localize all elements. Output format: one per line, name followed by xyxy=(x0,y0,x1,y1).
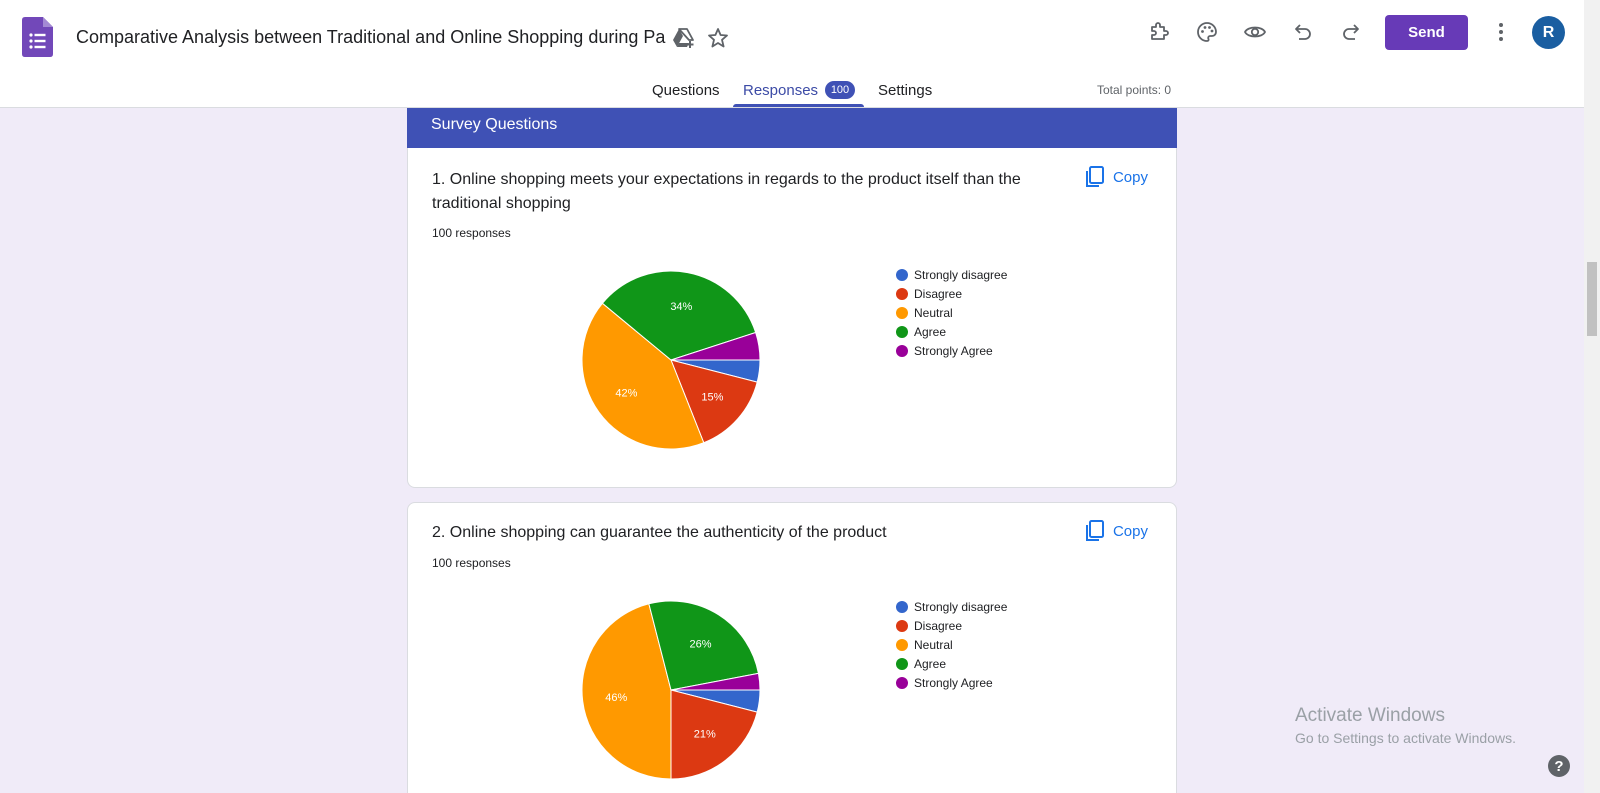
legend-label: Strongly Agree xyxy=(914,343,993,358)
legend-label: Agree xyxy=(914,324,947,339)
addon-icon[interactable] xyxy=(1147,20,1171,44)
legend-swatch xyxy=(896,268,908,281)
forms-app-icon[interactable] xyxy=(22,17,53,57)
send-button[interactable]: Send xyxy=(1385,15,1468,50)
pie-data-label: 34% xyxy=(670,301,692,313)
question-title: 1. Online shopping meets your expectatio… xyxy=(432,171,1021,212)
top-bar: Comparative Analysis between Traditional… xyxy=(0,0,1584,108)
pie-slice-neutral xyxy=(581,302,705,450)
chart-legend-2: Strongly disagree Disagree Neutral Agree Str… xyxy=(896,597,1007,692)
legend-swatch xyxy=(896,287,908,300)
watermark-title: Activate Windows xyxy=(1295,705,1445,726)
legend-swatch xyxy=(896,638,908,651)
pie-slice-agree xyxy=(601,270,757,361)
legend-swatch xyxy=(896,619,908,632)
legend-item: Disagree xyxy=(896,616,1007,635)
legend-label: Strongly disagree xyxy=(914,267,1008,282)
undo-icon[interactable] xyxy=(1291,20,1315,44)
copy-label: Copy xyxy=(1112,168,1148,186)
legend-label: Neutral xyxy=(914,305,953,320)
question-title: 2. Online shopping can guarantee the aut… xyxy=(432,524,887,541)
help-icon[interactable]: ? xyxy=(1548,755,1570,777)
tab-settings[interactable]: Settings xyxy=(878,82,933,99)
legend-item: Disagree xyxy=(896,284,1007,303)
pie-data-label: 15% xyxy=(701,391,723,403)
responses-count-badge: 100 xyxy=(825,81,855,99)
pie-slice-neutral xyxy=(581,603,672,780)
pie-slice-disagree xyxy=(670,689,758,780)
tab-responses[interactable]: Responses xyxy=(743,82,819,99)
question-card-2: 2. Online shopping can guarantee the aut… xyxy=(407,502,1177,793)
legend-swatch xyxy=(896,306,908,319)
response-count: 100 responses xyxy=(432,226,511,240)
question-card-1: 1. Online shopping meets your expectatio… xyxy=(407,148,1177,488)
legend-label: Disagree xyxy=(914,618,963,633)
legend-label: Disagree xyxy=(914,286,963,301)
move-to-drive-icon[interactable] xyxy=(671,26,695,50)
pie-slice-disagree xyxy=(670,359,758,444)
legend-item: Neutral xyxy=(896,635,1007,654)
redo-icon[interactable] xyxy=(1339,20,1363,44)
avatar[interactable]: R xyxy=(1532,16,1565,49)
legend-label: Strongly Agree xyxy=(914,675,993,690)
active-tab-indicator xyxy=(733,104,864,107)
pie-chart-1: 15% 42% 34% xyxy=(581,270,761,450)
tab-questions[interactable]: Questions xyxy=(652,82,720,99)
pie-data-label: 42% xyxy=(615,387,637,399)
pie-data-label: 21% xyxy=(694,729,716,741)
legend-label: Strongly disagree xyxy=(914,599,1008,614)
legend-item: Strongly Agree xyxy=(896,341,1007,360)
pie-slice-agree xyxy=(648,600,760,691)
pie-slice-strongly-agree xyxy=(670,331,761,361)
legend-item: Strongly disagree xyxy=(896,265,1007,284)
preview-eye-icon[interactable] xyxy=(1243,20,1267,44)
copy-icon xyxy=(1085,166,1104,187)
legend-swatch xyxy=(896,600,908,613)
palette-icon[interactable] xyxy=(1195,20,1219,44)
copy-chart-button[interactable]: Copy xyxy=(1085,166,1148,188)
legend-item: Strongly Agree xyxy=(896,673,1007,692)
response-count: 100 responses xyxy=(432,556,511,570)
legend-swatch xyxy=(896,657,908,670)
watermark-subtitle: Go to Settings to activate Windows. xyxy=(1295,730,1516,746)
pie-slice-strongly-agree xyxy=(670,672,761,691)
legend-label: Agree xyxy=(914,656,947,671)
legend-label: Neutral xyxy=(914,637,953,652)
more-vert-icon[interactable] xyxy=(1489,20,1513,44)
legend-swatch xyxy=(896,325,908,338)
legend-item: Agree xyxy=(896,322,1007,341)
pie-data-label: 26% xyxy=(690,638,712,650)
copy-label: Copy xyxy=(1112,522,1148,540)
copy-chart-button[interactable]: Copy xyxy=(1085,520,1148,542)
pie-data-label: 46% xyxy=(605,692,627,704)
legend-item: Strongly disagree xyxy=(896,597,1007,616)
legend-swatch xyxy=(896,344,908,357)
form-title[interactable]: Comparative Analysis between Traditional… xyxy=(76,27,666,47)
section-header: Survey Questions xyxy=(407,108,1177,148)
legend-item: Agree xyxy=(896,654,1007,673)
legend-item: Neutral xyxy=(896,303,1007,322)
activate-windows-watermark: Activate Windows Go to Settings to activ… xyxy=(1295,705,1516,746)
total-points: Total points: 0 xyxy=(1097,83,1172,97)
scrollbar-thumb[interactable] xyxy=(1587,262,1597,336)
scrollbar-track[interactable] xyxy=(1584,0,1600,793)
pie-chart-2: 21% 46% 26% xyxy=(581,600,761,780)
chart-legend-1: Strongly disagree Disagree Neutral Agree Str… xyxy=(896,265,1007,360)
copy-icon xyxy=(1085,520,1104,541)
star-icon[interactable] xyxy=(706,26,730,50)
legend-swatch xyxy=(896,676,908,689)
